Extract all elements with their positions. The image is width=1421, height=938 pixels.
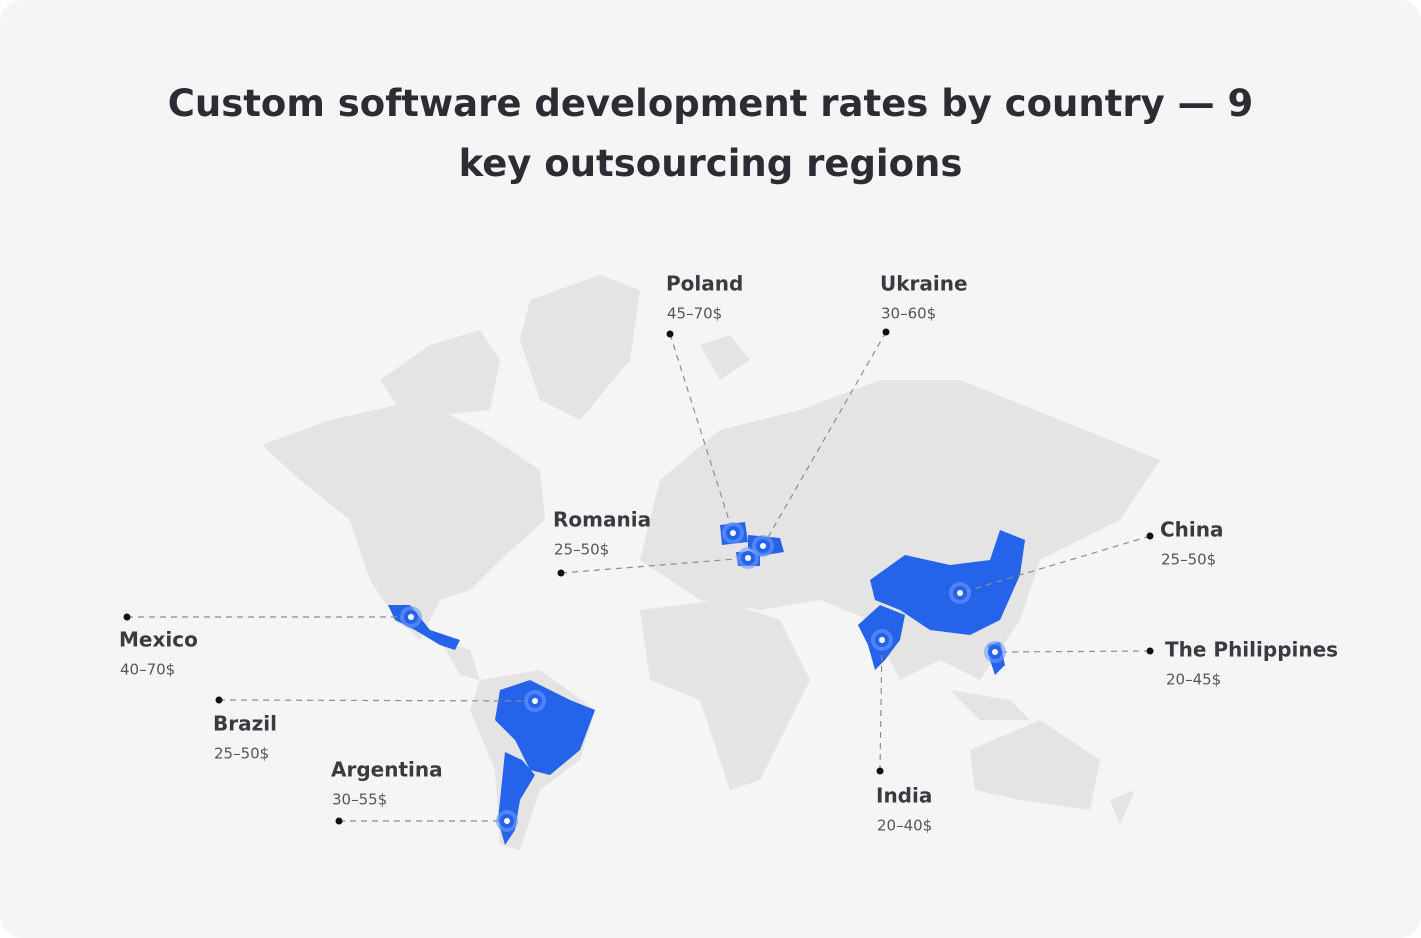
pin-center <box>730 530 736 536</box>
country-name: Ukraine <box>880 272 968 296</box>
country-rate: 25–50$ <box>1161 551 1216 569</box>
country-name: Mexico <box>119 628 198 652</box>
pin-center <box>504 818 510 824</box>
country-rate: 40–70$ <box>120 661 175 679</box>
title: Custom software development rates by cou… <box>167 82 1254 185</box>
leader-dot <box>666 330 674 338</box>
leader-line <box>762 331 887 547</box>
leader-line <box>994 650 1151 653</box>
leader-dot <box>876 767 884 775</box>
pin-center <box>879 637 885 643</box>
country-name: China <box>1160 518 1224 542</box>
leader-dot <box>557 569 565 577</box>
annotations: Poland 45–70$ Ukraine 30–60$ Romania 25–50$ Ch… <box>119 272 1338 835</box>
pin-center <box>532 698 538 704</box>
leader-dot <box>335 817 343 825</box>
country-name: Romania <box>553 508 651 532</box>
leader-dot <box>1146 647 1154 655</box>
country-rate: 25–50$ <box>214 745 269 763</box>
pin-center <box>408 614 414 620</box>
leader-dot <box>215 696 223 704</box>
highlighted-countries <box>388 522 1025 845</box>
country-rate: 30–55$ <box>332 791 387 809</box>
country-rate: 45–70$ <box>667 305 722 323</box>
pin-center <box>760 543 766 549</box>
pin-center <box>992 649 998 655</box>
country-name: India <box>876 784 932 808</box>
country-rate: 20–40$ <box>877 817 932 835</box>
pin-center <box>745 555 751 561</box>
pin-center <box>957 590 963 596</box>
leader-dot <box>882 328 890 336</box>
leader-dot <box>123 613 131 621</box>
leader-line <box>560 557 749 574</box>
country-name: Brazil <box>213 712 277 736</box>
country-name: Poland <box>666 272 743 296</box>
country-name: The Philippines <box>1165 638 1338 662</box>
leader-line <box>218 699 536 702</box>
leader-line <box>669 333 734 534</box>
leader-dot <box>1146 532 1154 540</box>
country-rate: 20–45$ <box>1166 671 1221 689</box>
country-name: Argentina <box>331 758 443 782</box>
country-rate: 25–50$ <box>554 541 609 559</box>
country-rate: 30–60$ <box>881 305 936 323</box>
leader-line <box>959 535 1151 594</box>
